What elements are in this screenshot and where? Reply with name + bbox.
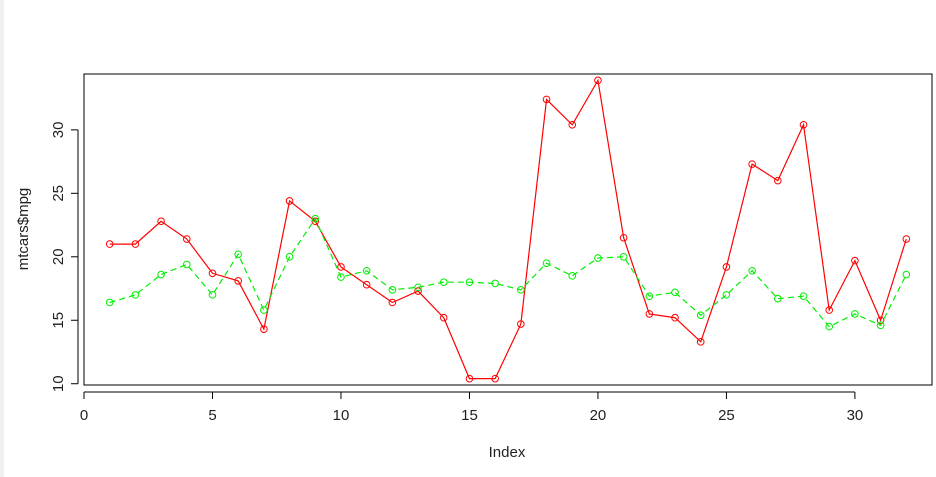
- data-point: [465, 278, 474, 286]
- data-point: [645, 292, 654, 300]
- data-point: [491, 374, 499, 383]
- data-point: [517, 285, 525, 294]
- data-point: [208, 269, 217, 278]
- data-point: [388, 298, 397, 307]
- series-1: [105, 214, 911, 331]
- y-tick-label: 25: [50, 185, 67, 202]
- x-axis-title: Index: [489, 444, 526, 461]
- x-tick-label: 15: [461, 407, 478, 424]
- x-tick-label: 30: [847, 407, 864, 424]
- data-point: [671, 313, 679, 322]
- data-point: [799, 292, 808, 300]
- data-point: [260, 325, 268, 333]
- x-tick-label: 20: [590, 407, 607, 424]
- data-point: [465, 374, 474, 383]
- y-tick-label: 20: [50, 248, 67, 265]
- data-point: [696, 338, 705, 346]
- data-point: [671, 288, 679, 297]
- data-point: [542, 259, 551, 267]
- data-point: [388, 285, 397, 294]
- data-point: [722, 291, 731, 299]
- data-point: [131, 240, 140, 248]
- data-point: [439, 313, 448, 322]
- data-point: [594, 76, 602, 85]
- x-tick-label: 5: [208, 407, 216, 424]
- data-point: [285, 252, 294, 261]
- window-edge: [0, 0, 4, 477]
- data-point: [491, 279, 499, 288]
- data-point: [414, 283, 422, 292]
- data-point: [774, 294, 782, 303]
- data-point: [208, 291, 217, 299]
- data-point: [902, 235, 911, 243]
- series-line: [109, 78, 907, 380]
- data-point: [876, 316, 885, 325]
- data-point: [825, 322, 834, 331]
- data-point: [157, 270, 165, 279]
- series-0: [105, 76, 911, 383]
- data-point: [234, 250, 242, 259]
- data-point: [851, 256, 859, 265]
- data-point: [260, 306, 268, 314]
- y-tick-label: 15: [50, 312, 67, 329]
- data-point: [362, 280, 371, 289]
- data-point: [568, 272, 577, 280]
- data-point: [619, 252, 628, 261]
- plot-frame: [83, 73, 933, 386]
- data-point: [594, 254, 602, 262]
- x-tick-label: 0: [80, 407, 88, 424]
- data-point: [851, 310, 859, 318]
- data-point: [105, 240, 114, 248]
- data-point: [362, 266, 371, 275]
- data-point: [414, 287, 422, 295]
- data-point: [722, 263, 731, 271]
- data-point: [825, 306, 834, 314]
- x-axis: 0 5 10 15 20 25 30: [80, 391, 864, 424]
- y-tick-label: 30: [50, 122, 67, 139]
- data-point: [799, 120, 808, 129]
- data-point: [517, 320, 525, 328]
- data-point: [619, 233, 628, 242]
- data-point: [337, 263, 345, 271]
- data-point: [439, 278, 448, 286]
- series-layer: [105, 76, 911, 383]
- data-point: [542, 95, 551, 104]
- data-point: [696, 311, 705, 319]
- data-point: [568, 120, 577, 129]
- data-point: [182, 260, 191, 269]
- data-point: [285, 197, 294, 205]
- data-point: [774, 176, 782, 185]
- x-tick-label: 25: [718, 407, 735, 424]
- data-point: [902, 270, 911, 279]
- data-point: [645, 310, 654, 318]
- data-point: [876, 321, 885, 330]
- data-point: [105, 298, 114, 307]
- data-point: [182, 235, 191, 243]
- data-point: [748, 266, 756, 275]
- y-axis-title: mtcars$mpg: [15, 188, 32, 271]
- x-tick-label: 10: [333, 407, 350, 424]
- y-axis: 10 15 20 25 30: [50, 122, 79, 392]
- data-point: [131, 291, 140, 299]
- data-point: [748, 160, 756, 168]
- data-point: [311, 214, 320, 223]
- data-point: [234, 277, 242, 285]
- data-point: [157, 217, 165, 226]
- y-tick-label: 10: [50, 375, 67, 392]
- data-point: [337, 273, 345, 281]
- series-line: [109, 217, 907, 328]
